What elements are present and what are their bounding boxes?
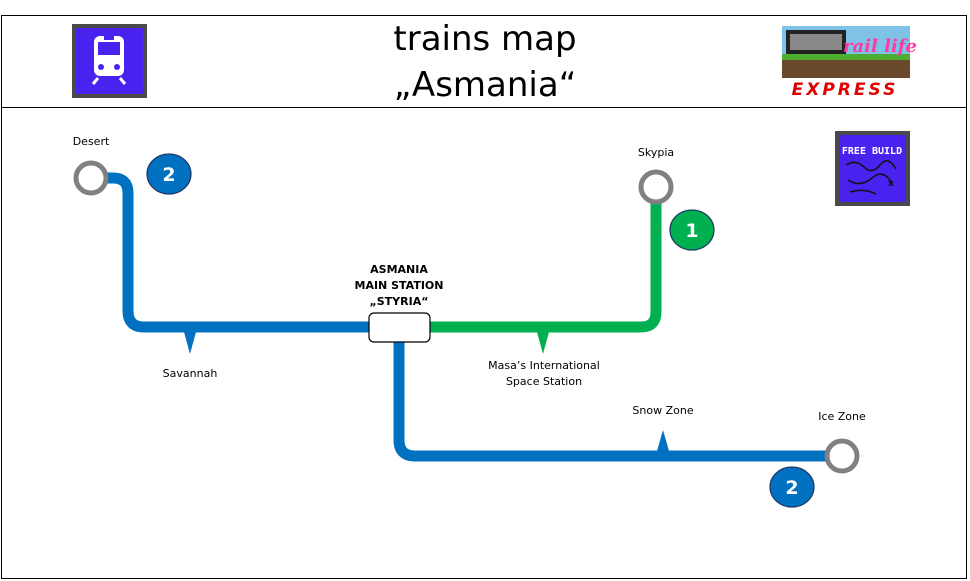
line-2-track-south: [393, 340, 842, 462]
map-title: trains map „Asmania“: [300, 16, 670, 108]
title-line-1: trains map: [393, 19, 577, 59]
logo-wordmark: rail life: [843, 36, 917, 57]
line-1-badge: 1: [669, 209, 715, 251]
main-station-label-2: MAIN STATION: [355, 279, 444, 292]
line-2-badge-bottom: 2: [769, 466, 815, 508]
main-station-label-1: ASMANIA: [370, 263, 428, 276]
header-divider: [1, 107, 967, 108]
train-icon: [72, 24, 147, 98]
station-label-ice-zone: Ice Zone: [818, 410, 866, 423]
main-station-box: [368, 312, 431, 343]
line-2-number-bottom: 2: [785, 477, 798, 499]
station-label-masa-2: Space Station: [506, 375, 582, 388]
title-line-2: „Asmania“: [393, 65, 577, 105]
station-ring-desert: [73, 160, 109, 196]
station-ring-skypia: [638, 169, 674, 205]
main-station-label-3: „STYRIA“: [370, 295, 429, 308]
station-label-desert: Desert: [73, 135, 110, 148]
station-label-snow-zone: Snow Zone: [632, 404, 693, 417]
stop-marker-snow-zone: [657, 430, 669, 451]
rail-life-express-logo: rail life EXPRESS: [782, 26, 917, 100]
line-2-number-top: 2: [162, 164, 175, 186]
logo-express-text: EXPRESS: [792, 80, 899, 100]
line-1-number: 1: [685, 220, 698, 242]
station-label-masa-1: Masa’s International: [488, 359, 600, 372]
stop-marker-masa: [537, 332, 549, 354]
map-frame: [1, 15, 967, 579]
line-1-track: [430, 188, 662, 333]
svg-text:x: x: [888, 179, 894, 189]
free-build-badge: FREE BUILD x: [835, 131, 910, 206]
station-label-savannah: Savannah: [163, 367, 218, 380]
line-2-badge-top: 2: [146, 153, 192, 195]
free-build-text: FREE BUILD: [842, 146, 902, 157]
line-2-track-west: [91, 172, 370, 333]
station-ring-ice-zone: [824, 438, 860, 474]
station-label-skypia: Skypia: [638, 146, 674, 159]
stop-marker-savannah: [184, 332, 196, 354]
